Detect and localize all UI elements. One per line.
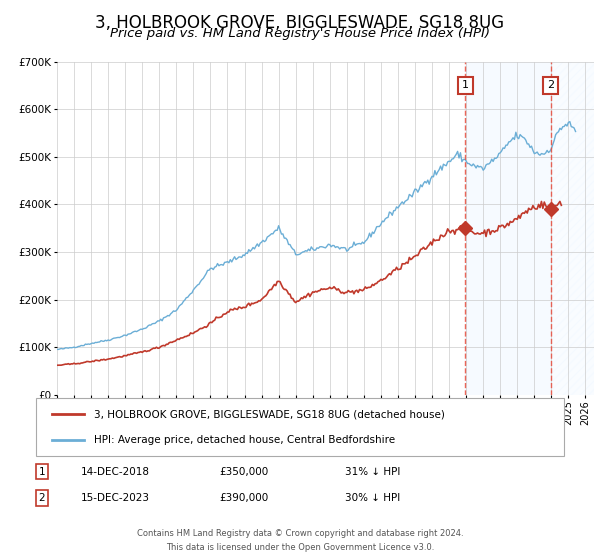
Text: 30% ↓ HPI: 30% ↓ HPI <box>345 493 400 503</box>
Text: 2: 2 <box>38 493 46 503</box>
Text: Price paid vs. HM Land Registry's House Price Index (HPI): Price paid vs. HM Land Registry's House … <box>110 27 490 40</box>
Text: 1: 1 <box>462 81 469 90</box>
FancyBboxPatch shape <box>36 398 564 456</box>
Text: 15-DEC-2023: 15-DEC-2023 <box>81 493 150 503</box>
Text: Contains HM Land Registry data © Crown copyright and database right 2024.: Contains HM Land Registry data © Crown c… <box>137 529 463 538</box>
Text: 1: 1 <box>38 466 46 477</box>
Text: This data is licensed under the Open Government Licence v3.0.: This data is licensed under the Open Gov… <box>166 543 434 552</box>
Text: 3, HOLBROOK GROVE, BIGGLESWADE, SG18 8UG (detached house): 3, HOLBROOK GROVE, BIGGLESWADE, SG18 8UG… <box>94 409 445 419</box>
Bar <box>551 62 594 395</box>
Text: HPI: Average price, detached house, Central Bedfordshire: HPI: Average price, detached house, Cent… <box>94 435 395 445</box>
Text: 2: 2 <box>547 81 554 90</box>
Bar <box>466 62 551 395</box>
Text: 3, HOLBROOK GROVE, BIGGLESWADE, SG18 8UG: 3, HOLBROOK GROVE, BIGGLESWADE, SG18 8UG <box>95 14 505 32</box>
Text: £390,000: £390,000 <box>219 493 268 503</box>
Text: 31% ↓ HPI: 31% ↓ HPI <box>345 466 400 477</box>
Text: 14-DEC-2018: 14-DEC-2018 <box>81 466 150 477</box>
Text: £350,000: £350,000 <box>219 466 268 477</box>
